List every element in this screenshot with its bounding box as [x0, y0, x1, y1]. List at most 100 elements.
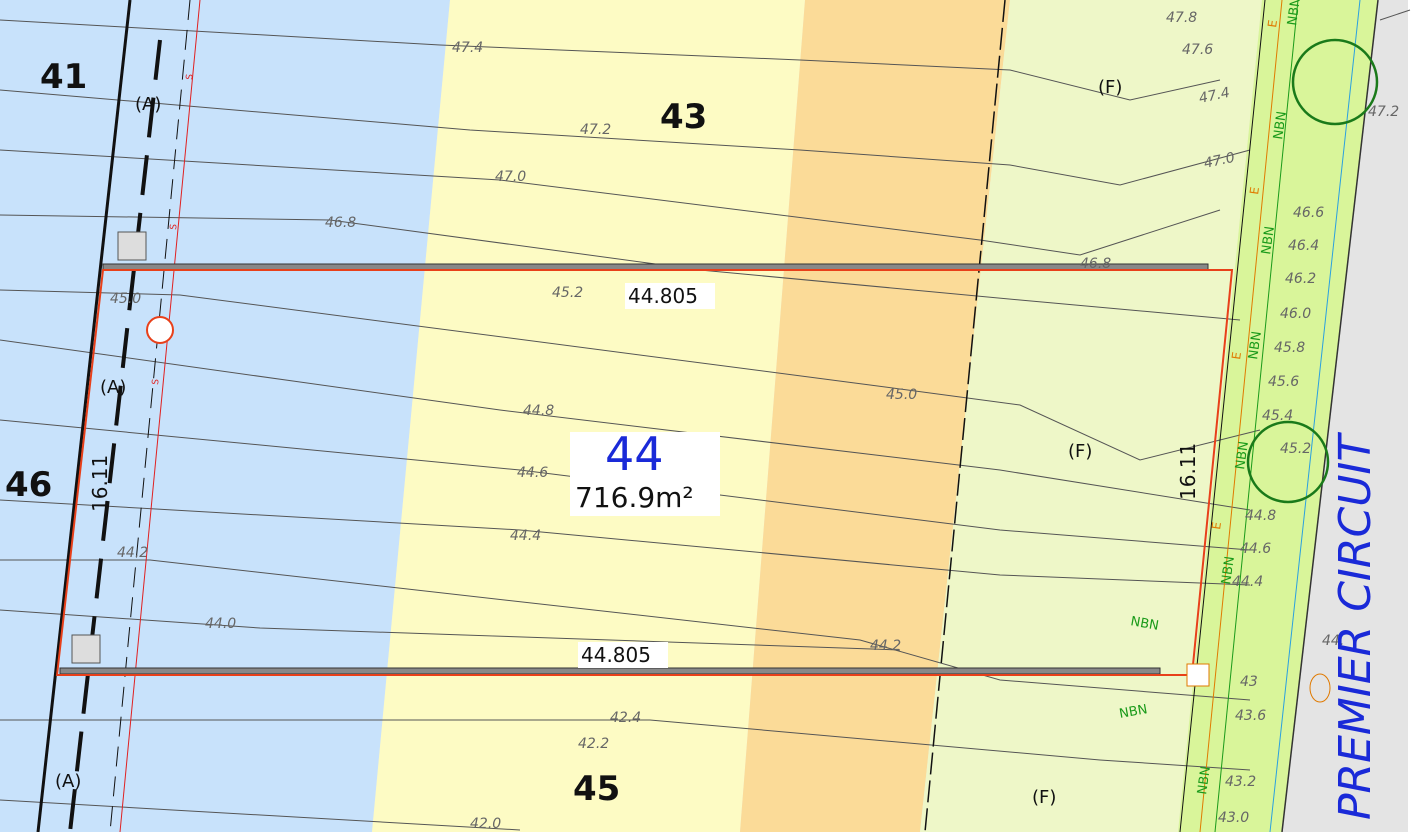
tree [1246, 420, 1330, 504]
contour [0, 799, 521, 831]
contour-label: 47.2 [580, 122, 611, 138]
nbn-line [1214, 0, 1299, 832]
nbn-label: NBN [1259, 225, 1278, 255]
contour-label: 46.6 [1293, 205, 1324, 221]
contour-label: 44.6 [517, 465, 548, 481]
lot-number: 41 [40, 57, 87, 97]
zone-blue [0, 0, 450, 832]
zone-green-light [920, 0, 1262, 832]
label-bg [578, 642, 668, 668]
nbn-label: NBN [1246, 330, 1265, 360]
sewer-label: S [151, 378, 162, 385]
contour-label: 44.4 [1232, 574, 1263, 590]
contour-label: 47.8 [1166, 10, 1197, 26]
contour-label: 45.2 [1280, 441, 1311, 457]
nbn-label: NBN [1219, 555, 1238, 585]
label-bg [570, 432, 720, 516]
contour [0, 149, 1221, 256]
contour [0, 499, 1251, 586]
contour [0, 419, 1251, 551]
dimension: 44.805 [581, 643, 651, 667]
contour-label: 46.8 [325, 215, 356, 231]
manhole [146, 316, 174, 344]
contour [0, 89, 1251, 186]
label-bg [625, 283, 715, 309]
lot-number: 46 [5, 465, 52, 505]
nbn-label: NBN [1195, 765, 1214, 795]
lot-number: 44 [605, 427, 664, 481]
electric-line [1199, 0, 1283, 832]
contour-label: 44.6 [1240, 541, 1271, 557]
nbn-label: NBN [1233, 440, 1252, 470]
contour-label: 47.4 [1198, 85, 1232, 107]
fill-zone: (F) [1032, 787, 1056, 808]
sewer-line [119, 0, 201, 832]
nbn-label: NBN [1129, 614, 1160, 634]
contour-label: 47.2 [1368, 104, 1399, 120]
contour-label: 42.2 [578, 736, 609, 752]
service-box [1186, 663, 1210, 687]
fill-zone: (F) [1098, 77, 1122, 98]
street-name: PREMIER CIRCUIT [1330, 432, 1381, 820]
electric-label: E [1247, 186, 1262, 195]
contour-label: 47.6 [1182, 42, 1213, 58]
service-line [68, 39, 162, 832]
labels: 41 43 44 716.9m² 45 46 44.805 44.805 16.… [5, 0, 1399, 832]
contour-label: 44.0 [205, 616, 236, 632]
contour-label: 43.0 [1218, 810, 1249, 826]
contour-label: 44.8 [1245, 508, 1276, 524]
contour-label: 44.4 [510, 528, 541, 544]
easement: (A) [135, 94, 161, 115]
contour-label: 44.8 [523, 403, 554, 419]
contour-label: 46.4 [1288, 238, 1319, 254]
lot-number: 43 [660, 97, 707, 137]
contour-label: 47.4 [452, 40, 483, 56]
sewer-label: S [169, 223, 180, 230]
contour-label: 43.6 [1235, 708, 1266, 724]
contour-label: 44. [1322, 633, 1344, 649]
contour-label: 43.2 [1225, 774, 1256, 790]
dimension: 16.11 [1176, 443, 1200, 500]
contour-label: 47.0 [1203, 150, 1237, 172]
nbn-label: NBN [1285, 0, 1304, 27]
contour-label: 45.4 [1262, 408, 1293, 424]
zone-yellow [372, 0, 805, 832]
meter [1309, 673, 1331, 703]
contour-label: 45.8 [1274, 340, 1305, 356]
contour-label: 45.0 [886, 387, 917, 403]
contour-label: 43 [1240, 674, 1258, 690]
service-line [109, 0, 191, 832]
contour-label: 46.0 [1280, 306, 1311, 322]
contour-label: 46.2 [1285, 271, 1316, 287]
easement: (A) [55, 771, 81, 792]
contour-label: 44.2 [870, 638, 901, 654]
nbn-label: NBN [1271, 110, 1290, 140]
trees [1246, 38, 1379, 504]
nbn-label: NBN [1118, 702, 1149, 722]
contour-label: 45.2 [552, 285, 583, 301]
kerb [1281, 0, 1379, 832]
retaining-wall [59, 667, 1161, 675]
water-line [1269, 0, 1361, 832]
contour-label: 45.0 [110, 291, 141, 307]
sewer-label: S [185, 73, 196, 80]
contour [1379, 9, 1411, 21]
lot-line [36, 0, 132, 832]
contour [0, 719, 1251, 771]
contour-label: 42.4 [610, 710, 641, 726]
pit [117, 231, 147, 261]
contour-label: 44.2 [117, 545, 148, 561]
electric-label: E [1229, 351, 1244, 360]
electric-label: E [1209, 521, 1224, 530]
dimension: 16.11 [88, 455, 112, 512]
lot-area: 716.9m² [575, 481, 694, 514]
verge [1178, 0, 1378, 832]
property-line [1179, 0, 1266, 832]
contour [0, 19, 1221, 101]
contour-label: 46.8 [1080, 256, 1111, 272]
fill-zone: (F) [1068, 441, 1092, 462]
dimension: 44.805 [628, 284, 698, 308]
contour [0, 609, 901, 651]
